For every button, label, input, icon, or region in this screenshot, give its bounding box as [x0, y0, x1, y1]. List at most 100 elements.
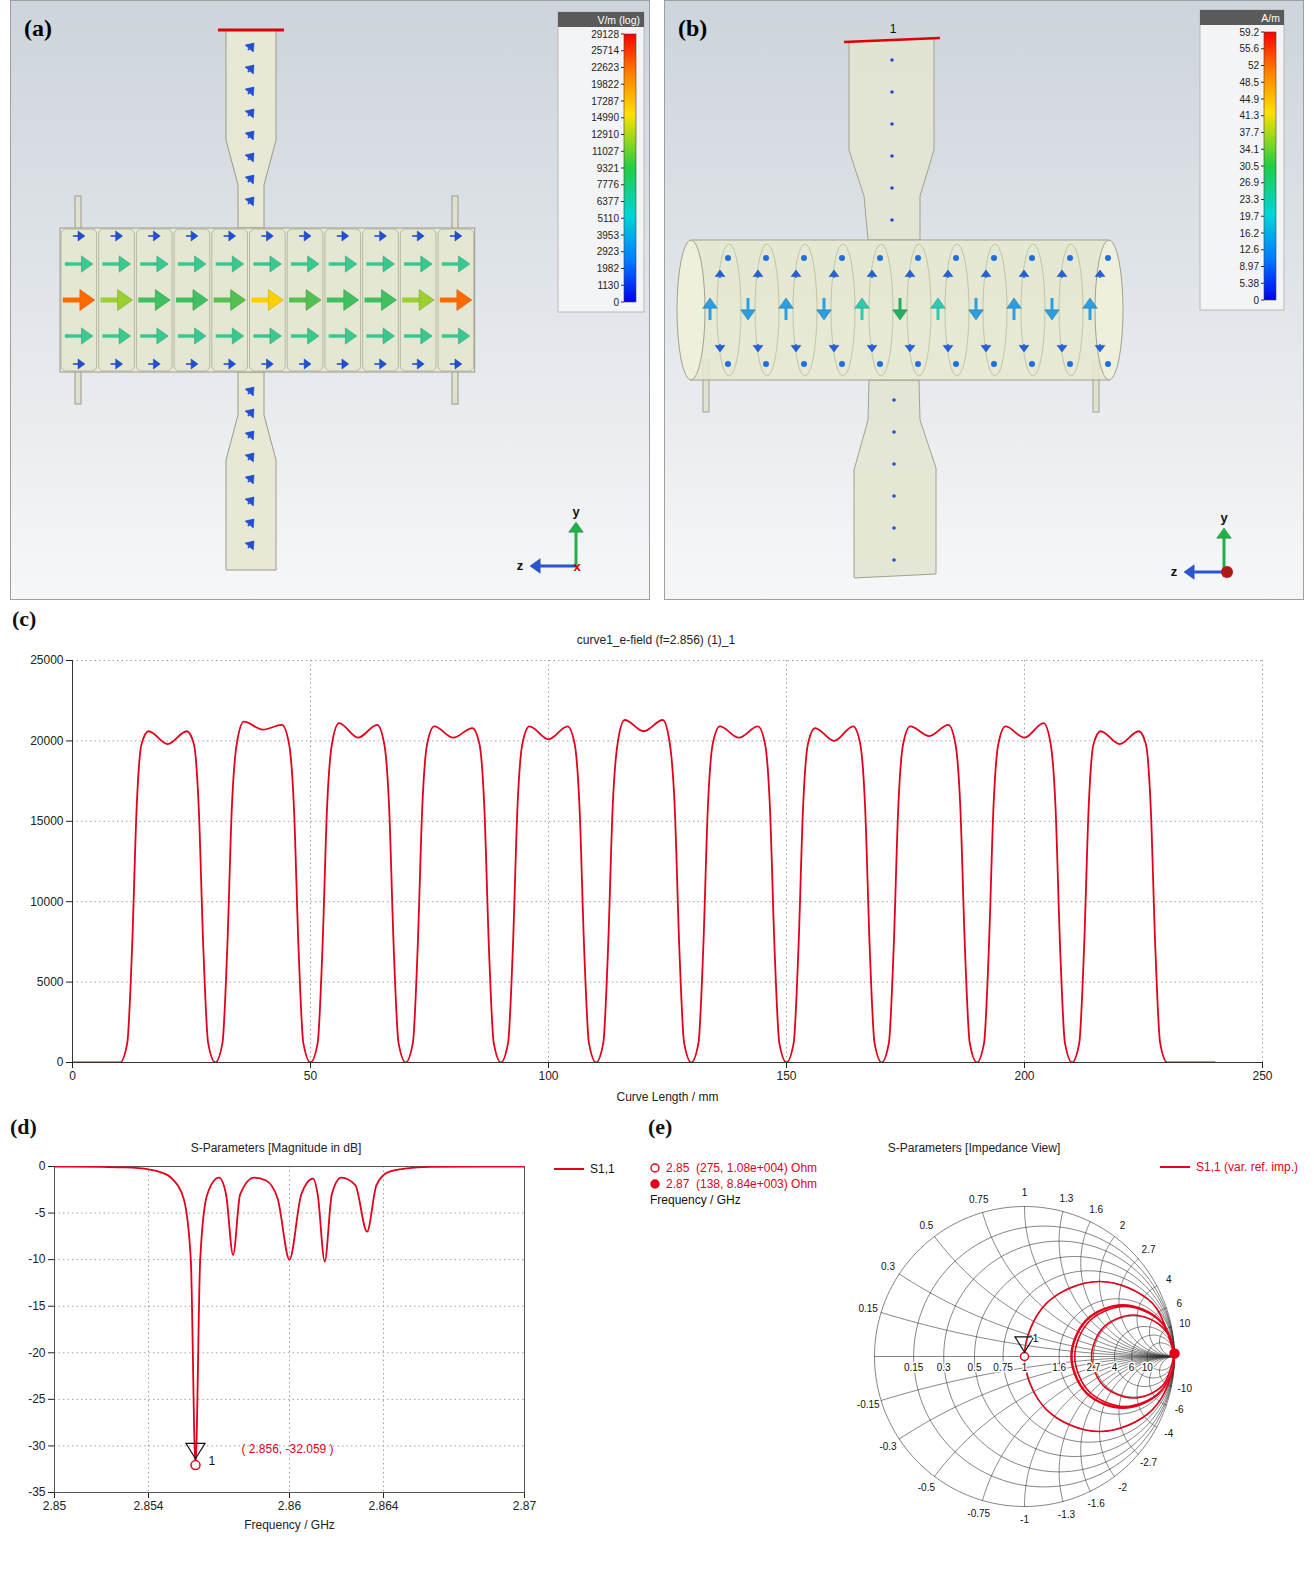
- svg-text:(a): (a): [24, 15, 52, 41]
- svg-text:15000: 15000: [30, 814, 64, 828]
- svg-text:12910: 12910: [591, 129, 619, 140]
- svg-text:x: x: [573, 559, 581, 574]
- svg-text:16.2: 16.2: [1240, 228, 1260, 239]
- svg-text:-5: -5: [35, 1206, 46, 1220]
- svg-text:20000: 20000: [30, 734, 64, 748]
- svg-text:-30: -30: [28, 1439, 46, 1453]
- svg-text:y: y: [572, 504, 580, 519]
- svg-text:2.7: 2.7: [1086, 1362, 1100, 1373]
- svg-text:-0.75: -0.75: [967, 1508, 990, 1519]
- svg-text:200: 200: [1014, 1069, 1034, 1083]
- svg-text:z: z: [1171, 564, 1178, 579]
- svg-text:0.3: 0.3: [881, 1261, 895, 1272]
- svg-text:23.3: 23.3: [1240, 194, 1260, 205]
- svg-text:7776: 7776: [597, 179, 620, 190]
- svg-text:50: 50: [304, 1069, 318, 1083]
- svg-text:250: 250: [1252, 1069, 1272, 1083]
- svg-text:-0.3: -0.3: [879, 1441, 897, 1452]
- svg-text:19.7: 19.7: [1240, 211, 1260, 222]
- svg-text:8.97: 8.97: [1240, 261, 1260, 272]
- svg-text:-35: -35: [28, 1485, 46, 1499]
- svg-text:1: 1: [890, 22, 897, 36]
- svg-text:1: 1: [209, 1454, 216, 1468]
- svg-text:55.6: 55.6: [1240, 43, 1260, 54]
- svg-text:2923: 2923: [597, 246, 620, 257]
- svg-text:0.15: 0.15: [858, 1303, 878, 1314]
- svg-text:37.7: 37.7: [1240, 127, 1260, 138]
- svg-text:150: 150: [776, 1069, 796, 1083]
- svg-text:Curve Length / mm: Curve Length / mm: [616, 1090, 718, 1104]
- svg-text:0: 0: [613, 297, 619, 308]
- svg-text:-25: -25: [28, 1392, 46, 1406]
- svg-text:2: 2: [1120, 1220, 1126, 1231]
- svg-text:6377: 6377: [597, 196, 620, 207]
- svg-text:0.5: 0.5: [968, 1362, 982, 1373]
- svg-text:6: 6: [1129, 1362, 1135, 1373]
- svg-text:-0.15: -0.15: [857, 1399, 880, 1410]
- svg-text:5.38: 5.38: [1240, 278, 1260, 289]
- svg-text:-15: -15: [28, 1299, 46, 1313]
- svg-text:0: 0: [57, 1055, 64, 1069]
- svg-text:5000: 5000: [37, 975, 64, 989]
- svg-text:1: 1: [1032, 1332, 1038, 1344]
- svg-text:100: 100: [538, 1069, 558, 1083]
- svg-text:25000: 25000: [30, 653, 64, 667]
- svg-text:-6: -6: [1175, 1404, 1184, 1415]
- svg-text:1982: 1982: [597, 263, 620, 274]
- svg-text:1.3: 1.3: [1059, 1193, 1073, 1204]
- svg-text:1: 1: [1022, 1187, 1028, 1198]
- svg-text:9321: 9321: [597, 163, 620, 174]
- svg-text:V/m (log): V/m (log): [597, 14, 640, 26]
- svg-text:6: 6: [1176, 1298, 1182, 1309]
- svg-text:0.75: 0.75: [993, 1362, 1013, 1373]
- svg-text:34.1: 34.1: [1240, 144, 1260, 155]
- svg-text:0.15: 0.15: [904, 1362, 924, 1373]
- svg-text:2.85: 2.85: [43, 1499, 67, 1513]
- svg-text:-2: -2: [1118, 1482, 1127, 1493]
- svg-text:(b): (b): [678, 15, 707, 41]
- svg-text:1.6: 1.6: [1089, 1204, 1103, 1215]
- svg-text:-4: -4: [1164, 1428, 1173, 1439]
- svg-text:10: 10: [1142, 1362, 1154, 1373]
- svg-text:( 2.856, -32.059 ): ( 2.856, -32.059 ): [242, 1442, 334, 1456]
- svg-text:0: 0: [1253, 295, 1259, 306]
- svg-text:-1.6: -1.6: [1088, 1498, 1106, 1509]
- svg-text:0.3: 0.3: [937, 1362, 951, 1373]
- svg-text:2.86: 2.86: [278, 1499, 302, 1513]
- svg-text:0.5: 0.5: [919, 1220, 933, 1231]
- svg-text:4: 4: [1112, 1362, 1118, 1373]
- svg-text:22623: 22623: [591, 62, 619, 73]
- svg-text:-0.5: -0.5: [918, 1482, 936, 1493]
- svg-text:0: 0: [39, 1159, 46, 1173]
- svg-text:0: 0: [69, 1069, 76, 1083]
- svg-text:0.75: 0.75: [969, 1194, 989, 1205]
- svg-text:1130: 1130: [597, 280, 619, 291]
- svg-text:2.854: 2.854: [133, 1499, 163, 1513]
- svg-text:-2.7: -2.7: [1140, 1457, 1158, 1468]
- svg-text:Frequency / GHz: Frequency / GHz: [244, 1518, 335, 1532]
- svg-text:2.87: 2.87: [513, 1499, 537, 1513]
- svg-text:41.3: 41.3: [1240, 110, 1260, 121]
- svg-text:-1.3: -1.3: [1058, 1509, 1076, 1520]
- svg-text:2.7: 2.7: [1142, 1244, 1156, 1255]
- svg-text:A/m: A/m: [1261, 12, 1280, 24]
- svg-text:5110: 5110: [597, 213, 619, 224]
- svg-text:29128: 29128: [591, 29, 619, 40]
- svg-text:1: 1: [1022, 1362, 1028, 1373]
- svg-text:14990: 14990: [591, 112, 619, 123]
- svg-text:19822: 19822: [591, 79, 619, 90]
- svg-text:48.5: 48.5: [1240, 77, 1260, 88]
- svg-text:1.6: 1.6: [1052, 1362, 1066, 1373]
- svg-text:10000: 10000: [30, 895, 64, 909]
- svg-text:44.9: 44.9: [1240, 94, 1260, 105]
- svg-text:52: 52: [1248, 60, 1260, 71]
- svg-text:25714: 25714: [591, 45, 619, 56]
- svg-text:11027: 11027: [592, 146, 620, 157]
- svg-text:26.9: 26.9: [1240, 177, 1260, 188]
- svg-text:12.6: 12.6: [1240, 244, 1260, 255]
- svg-text:-20: -20: [28, 1346, 46, 1360]
- svg-text:-1: -1: [1020, 1514, 1029, 1525]
- svg-text:10: 10: [1179, 1318, 1191, 1329]
- svg-text:4: 4: [1166, 1274, 1172, 1285]
- svg-text:-10: -10: [28, 1252, 46, 1266]
